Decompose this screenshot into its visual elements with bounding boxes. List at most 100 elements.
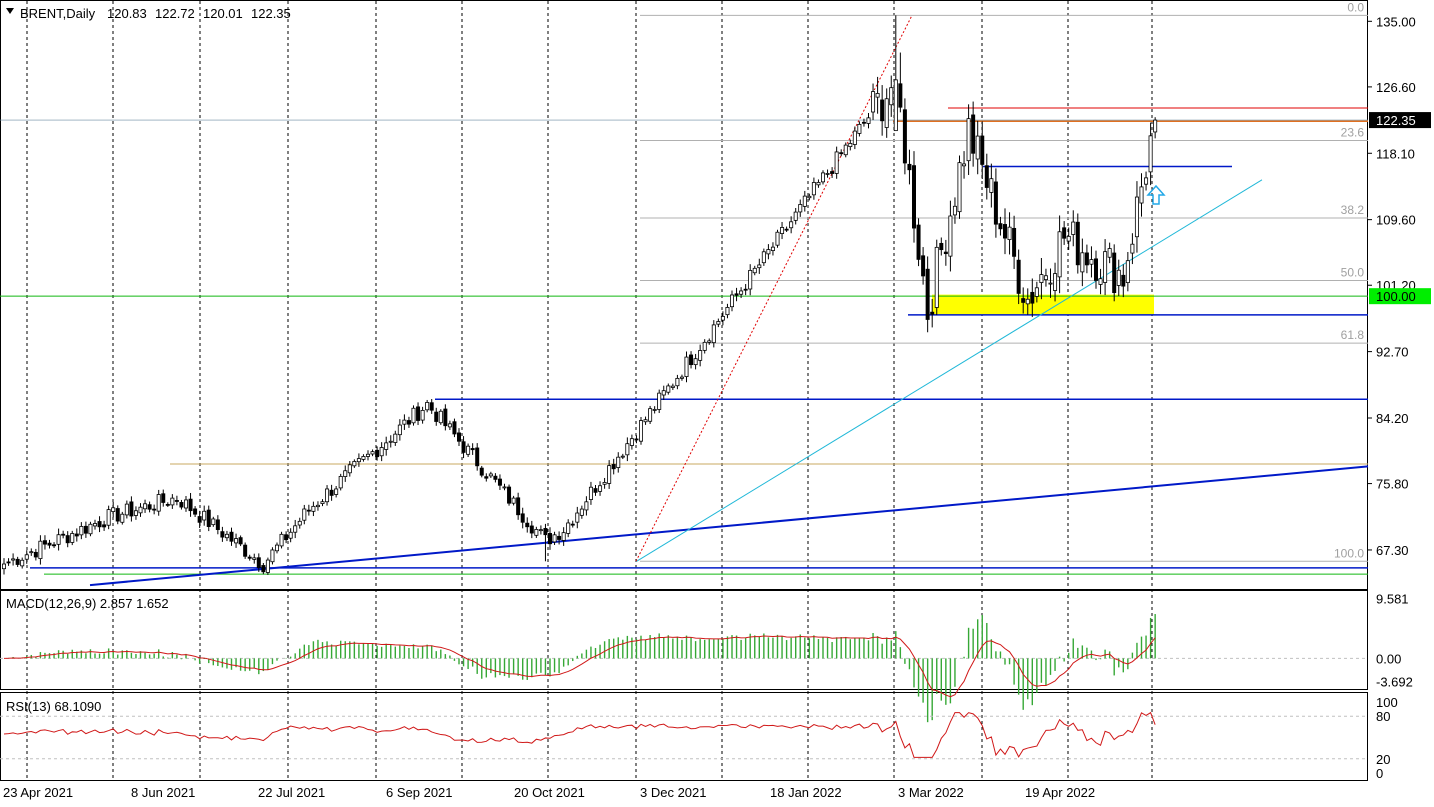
candle-body xyxy=(211,518,216,526)
candle-body xyxy=(161,493,166,503)
candle-body xyxy=(347,464,352,474)
fib-anchor-line xyxy=(635,15,913,562)
candle-body xyxy=(61,533,66,536)
candle-body xyxy=(675,377,680,387)
candle-body xyxy=(884,98,889,128)
candle-body xyxy=(602,482,607,485)
candle-body xyxy=(274,544,279,552)
candle-body xyxy=(279,533,284,547)
candle-body xyxy=(352,461,357,467)
fib-level-label: 0.0 xyxy=(1347,0,1364,14)
candle-body xyxy=(543,528,548,536)
candle-body xyxy=(479,467,484,476)
candle-body xyxy=(557,535,562,540)
candle-body xyxy=(93,523,98,527)
macd-axis-label: -3.692 xyxy=(1376,674,1413,689)
candle-body xyxy=(38,540,43,559)
fib-levels: 0.0 23.6 38.2 50.0 61.8 100.0 xyxy=(640,0,1368,562)
date-axis-label: 3 Dec 2021 xyxy=(640,785,707,800)
candle-body xyxy=(711,324,716,344)
candle-body xyxy=(625,443,630,456)
candle-body xyxy=(975,135,980,160)
candle-body xyxy=(516,497,521,516)
candle-body xyxy=(734,293,739,296)
candle-body xyxy=(375,449,380,458)
candle-body xyxy=(707,340,712,343)
candle-body xyxy=(598,485,603,492)
candle-body xyxy=(784,228,789,231)
candle-body xyxy=(447,423,452,428)
candle-body xyxy=(502,486,507,489)
candle-body xyxy=(1121,274,1126,287)
candle-body xyxy=(174,500,179,502)
vertical-grid xyxy=(26,1,1153,780)
candle-body xyxy=(52,544,57,547)
candle-body xyxy=(1089,259,1094,265)
candle-body xyxy=(720,315,725,321)
candle-body xyxy=(452,421,457,435)
candle-body xyxy=(952,205,957,216)
date-axis-label: 19 Apr 2022 xyxy=(1025,785,1095,800)
fib-level-label: 38.2 xyxy=(1341,203,1365,217)
candle-body xyxy=(311,505,316,512)
candle-body xyxy=(220,531,225,538)
candle-body xyxy=(607,465,612,484)
candle-body xyxy=(493,475,498,480)
candle-body xyxy=(957,162,962,213)
candle-body xyxy=(962,163,967,167)
candle-body xyxy=(1003,224,1008,239)
candle-body xyxy=(1012,227,1017,257)
candle-body xyxy=(743,288,748,291)
candle-body xyxy=(643,419,648,423)
candle-body xyxy=(925,268,930,320)
candle-body xyxy=(88,523,93,535)
candle-body xyxy=(429,402,434,411)
candle-body xyxy=(143,503,148,510)
candle-body xyxy=(288,531,293,539)
candle-body xyxy=(902,109,907,164)
fib-level-label: 23.6 xyxy=(1341,126,1365,140)
candle-body xyxy=(306,509,311,512)
candle-body xyxy=(689,354,694,366)
candle-body xyxy=(880,99,885,122)
candle-body xyxy=(766,249,771,255)
chart-menu-icon[interactable] xyxy=(6,8,14,14)
candle-body xyxy=(843,144,848,156)
candle-body xyxy=(356,458,361,463)
candle-body xyxy=(507,486,512,504)
candle-body xyxy=(966,118,971,162)
candle-body xyxy=(138,506,143,514)
candle-body xyxy=(397,424,402,436)
candle-body xyxy=(79,526,84,536)
candle-body xyxy=(24,554,29,560)
candle-body xyxy=(666,385,671,393)
candle-body xyxy=(1016,259,1021,294)
candle-body xyxy=(852,130,857,145)
candle-body xyxy=(202,510,207,521)
candle-body xyxy=(15,558,20,565)
candle-body xyxy=(593,488,598,493)
symbol-label: BRENT,Daily xyxy=(20,6,96,21)
candle-body xyxy=(893,79,898,132)
long-trend-line xyxy=(89,465,1369,587)
candle-body xyxy=(538,529,543,532)
price-axis-label: 84.20 xyxy=(1376,411,1409,426)
candle-body xyxy=(861,121,866,124)
candle-body xyxy=(980,135,985,165)
candle-body xyxy=(206,509,211,527)
candle-body xyxy=(948,215,953,257)
candle-body xyxy=(1071,221,1076,235)
candle-body xyxy=(456,432,461,442)
candle-body xyxy=(730,294,735,308)
current-price-tag xyxy=(1369,112,1431,129)
candle-body xyxy=(1130,243,1135,254)
candle-body xyxy=(438,410,443,424)
candle-body xyxy=(183,499,188,509)
candle-body xyxy=(343,470,348,478)
candle-body xyxy=(588,486,593,500)
candle-body xyxy=(670,385,675,388)
candle-body xyxy=(930,311,935,315)
candle-body xyxy=(1144,177,1149,185)
candle-body xyxy=(325,488,330,503)
candle-body xyxy=(434,411,439,422)
